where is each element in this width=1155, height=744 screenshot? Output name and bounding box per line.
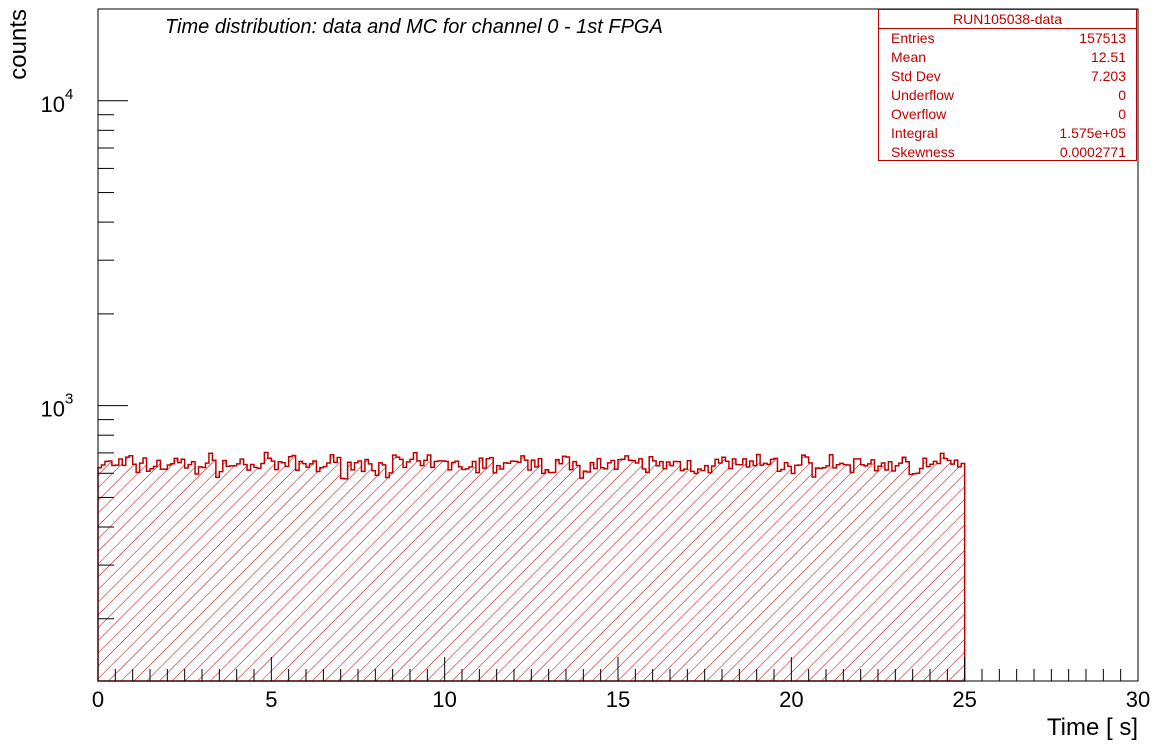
y-tick-exponent: 4 <box>65 86 73 103</box>
x-tick-label: 25 <box>952 687 976 712</box>
stats-label: Entries <box>891 30 935 46</box>
stats-box: RUN105038-data Entries 157513 Mean 12.51… <box>878 9 1137 161</box>
stats-label: Overflow <box>891 106 947 122</box>
stats-value: 12.51 <box>1090 49 1126 65</box>
stats-label: Underflow <box>891 87 955 103</box>
x-tick-label: 20 <box>779 687 803 712</box>
stats-label: Mean <box>891 49 927 65</box>
x-axis: 0 5 10 15 20 25 30 <box>92 657 1150 712</box>
y-tick-label: 10 <box>41 92 65 117</box>
stats-label: Skewness <box>891 144 955 160</box>
histogram-layer <box>97 451 966 682</box>
stats-row-underflow: Underflow 0 <box>879 86 1136 105</box>
stats-box-title: RUN105038-data <box>879 10 1136 29</box>
y-axis-label: counts <box>5 9 32 80</box>
chart-title: Time distribution: data and MC for chann… <box>165 16 663 38</box>
stats-row-integral: Integral 1.575e+05 <box>879 124 1136 143</box>
x-tick-label: 10 <box>432 687 456 712</box>
y-tick-exponent: 3 <box>65 391 73 408</box>
histogram-bars <box>97 451 966 682</box>
stats-row-entries: Entries 157513 <box>879 29 1136 48</box>
stats-row-overflow: Overflow 0 <box>879 105 1136 124</box>
stats-label: Std Dev <box>891 68 941 84</box>
stats-value: 0 <box>1118 87 1126 103</box>
stats-row-skewness: Skewness 0.0002771 <box>879 143 1136 162</box>
x-tick-label: 15 <box>606 687 630 712</box>
stats-row-stddev: Std Dev 7.203 <box>879 67 1136 86</box>
stats-label: Integral <box>891 125 938 141</box>
stats-value: 1.575e+05 <box>1059 125 1126 141</box>
x-tick-label: 0 <box>92 687 104 712</box>
y-tick-label: 10 <box>41 397 65 422</box>
stats-value: 0.0002771 <box>1059 144 1126 160</box>
x-tick-label: 30 <box>1126 687 1150 712</box>
x-tick-label: 5 <box>265 687 277 712</box>
stats-value: 157513 <box>1079 30 1126 46</box>
stats-value: 0 <box>1118 106 1126 122</box>
stats-row-mean: Mean 12.51 <box>879 48 1136 67</box>
stats-value: 7.203 <box>1090 68 1126 84</box>
x-axis-label: Time [ s] <box>1047 714 1138 741</box>
